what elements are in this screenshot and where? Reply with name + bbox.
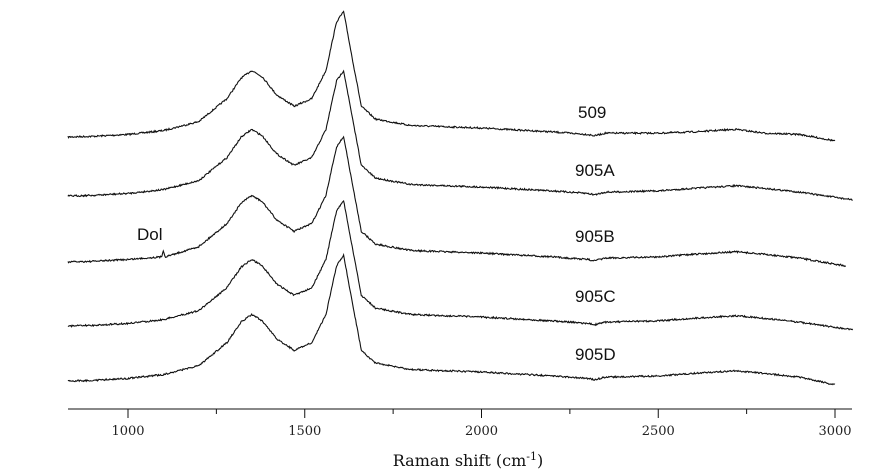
- spectrum-line-905b: [67, 135, 847, 268]
- series-label-905d: 905D: [575, 345, 616, 364]
- series-label-905a: 905A: [575, 161, 615, 180]
- series-label-509: 509: [578, 103, 606, 122]
- x-axis-label: Raman shift (cm-1): [393, 450, 543, 470]
- x-tick-label: 1500: [288, 424, 321, 439]
- series-layer: [67, 10, 854, 386]
- x-axis: 1000 1500 2000 2500 3000: [68, 408, 852, 439]
- spectrum-line-509: [67, 10, 836, 142]
- x-tick-label: 2000: [465, 424, 498, 439]
- x-tick-label: 2500: [642, 424, 675, 439]
- spectrum-line-905d: [67, 252, 836, 386]
- spectrum-line-905a: [67, 69, 853, 201]
- series-label-905c: 905C: [575, 287, 616, 306]
- spectrum-line-905c: [67, 200, 854, 331]
- x-tick-label: 3000: [818, 424, 851, 439]
- series-label-905b: 905B: [575, 227, 615, 246]
- x-tick-label: 1000: [111, 424, 144, 439]
- annotation-dol: Dol: [137, 225, 163, 244]
